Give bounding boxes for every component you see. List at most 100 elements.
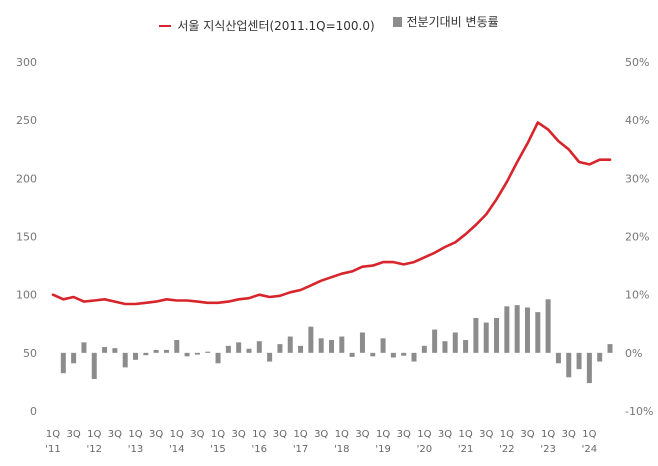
change-bar[interactable]	[112, 348, 118, 353]
right-tick-label: 0%	[625, 347, 642, 360]
change-bar[interactable]	[143, 352, 149, 356]
legend-label-change: 전분기대비 변동률	[406, 15, 499, 29]
x-year-label: '16	[252, 444, 267, 455]
x-quarter-label: 1Q	[376, 429, 390, 440]
change-bar[interactable]	[205, 351, 211, 353]
change-bar[interactable]	[566, 352, 572, 378]
x-quarter-label: 3Q	[479, 429, 493, 440]
change-bar[interactable]	[359, 332, 365, 353]
change-bar[interactable]	[452, 332, 458, 353]
change-bar[interactable]	[463, 340, 469, 353]
x-year-label: '13	[128, 444, 143, 455]
x-year-label: '23	[540, 444, 555, 455]
change-bar[interactable]	[215, 352, 221, 364]
change-bar[interactable]	[349, 352, 355, 357]
change-bar[interactable]	[308, 326, 314, 353]
change-bar[interactable]	[277, 344, 283, 353]
change-bar[interactable]	[370, 352, 376, 357]
x-quarter-label: 3Q	[67, 429, 81, 440]
x-quarter-label: 3Q	[108, 429, 122, 440]
change-bar[interactable]	[184, 352, 190, 357]
x-quarter-label: 1Q	[211, 429, 225, 440]
change-bar[interactable]	[246, 348, 252, 353]
right-tick-label: 10%	[625, 289, 649, 302]
change-bar[interactable]	[339, 336, 345, 353]
change-bar[interactable]	[390, 352, 396, 358]
change-bar[interactable]	[504, 306, 510, 353]
change-bar[interactable]	[225, 345, 231, 353]
change-bar[interactable]	[524, 307, 530, 353]
change-bar[interactable]	[545, 299, 551, 353]
change-bar[interactable]	[91, 352, 97, 380]
left-tick-label: 0	[30, 405, 37, 418]
change-bar[interactable]	[576, 352, 582, 370]
change-bar[interactable]	[597, 352, 603, 362]
x-year-label: '14	[169, 444, 184, 455]
legend-label-index: 서울 지식산업센터(2011.1Q=100.0)	[177, 19, 375, 33]
change-bar[interactable]	[607, 344, 613, 353]
left-tick-label: 150	[16, 231, 37, 244]
x-quarter-label: 1Q	[170, 429, 184, 440]
legend-item-index[interactable]: 서울 지식산업센터(2011.1Q=100.0)	[159, 17, 375, 34]
x-quarter-label: 3Q	[355, 429, 369, 440]
change-bar[interactable]	[298, 345, 304, 353]
index-line[interactable]	[51, 121, 612, 306]
change-bar[interactable]	[473, 317, 479, 353]
legend: 서울 지식산업센터(2011.1Q=100.0) 전분기대비 변동률	[0, 13, 658, 34]
change-bar[interactable]	[411, 352, 417, 362]
change-bar[interactable]	[81, 342, 87, 353]
left-axis: 0 50 100 150 200 250 300	[16, 56, 37, 418]
change-bar[interactable]	[483, 322, 489, 353]
change-bar[interactable]	[122, 352, 128, 368]
x-year-label: '21	[458, 444, 473, 455]
change-bar[interactable]	[153, 349, 159, 353]
change-bar[interactable]	[535, 312, 541, 353]
x-quarter-label: 1Q	[458, 429, 472, 440]
x-axis: 1Q 3Q 1Q 3Q 1Q 3Q 1Q 3Q 1Q 3Q 1Q 3Q 1Q 3Q 1Q 3Q 1Q 3Q 1Q 3Q…	[45, 429, 597, 455]
x-year-label: '17	[293, 444, 308, 455]
x-quarter-label: 1Q	[541, 429, 555, 440]
right-tick-label: -10%	[625, 405, 653, 418]
change-bar[interactable]	[514, 305, 520, 353]
right-axis: -10% 0% 10% 20% 30% 40% 50%	[625, 56, 653, 418]
change-bar[interactable]	[432, 329, 438, 353]
change-bar[interactable]	[194, 352, 200, 355]
x-quarter-label: 1Q	[500, 429, 514, 440]
x-year-label: '18	[334, 444, 349, 455]
x-year-label: '22	[499, 444, 514, 455]
change-bar[interactable]	[102, 347, 108, 353]
change-bar[interactable]	[267, 352, 273, 362]
x-quarter-label: 3Q	[438, 429, 452, 440]
change-bar[interactable]	[555, 352, 561, 364]
change-bar[interactable]	[174, 340, 180, 353]
change-bar[interactable]	[380, 338, 386, 353]
x-quarter-label: 3Q	[232, 429, 246, 440]
change-bar[interactable]	[421, 345, 427, 353]
right-tick-label: 40%	[625, 114, 649, 127]
right-tick-label: 50%	[625, 56, 649, 69]
legend-line-swatch	[159, 24, 172, 27]
x-quarter-label: 1Q	[87, 429, 101, 440]
legend-item-change[interactable]: 전분기대비 변동률	[392, 13, 499, 30]
x-year-label: '24	[582, 444, 597, 455]
change-bar[interactable]	[133, 352, 139, 360]
change-bar[interactable]	[71, 352, 77, 364]
change-bar[interactable]	[329, 340, 334, 353]
line-series	[51, 121, 612, 306]
change-bar[interactable]	[401, 352, 407, 356]
change-bar[interactable]	[256, 341, 262, 353]
change-bar[interactable]	[442, 341, 448, 353]
change-bar[interactable]	[318, 338, 324, 353]
x-year-label: '19	[375, 444, 390, 455]
change-bar[interactable]	[163, 349, 169, 353]
change-bar[interactable]	[236, 342, 242, 353]
bar-series	[60, 299, 613, 384]
change-bar[interactable]	[60, 352, 66, 374]
x-quarter-label: 3Q	[190, 429, 204, 440]
change-bar[interactable]	[287, 336, 293, 353]
x-quarter-label: 1Q	[417, 429, 431, 440]
legend-bar-swatch	[392, 16, 402, 27]
change-bar[interactable]	[494, 317, 500, 353]
change-bar[interactable]	[586, 352, 592, 384]
